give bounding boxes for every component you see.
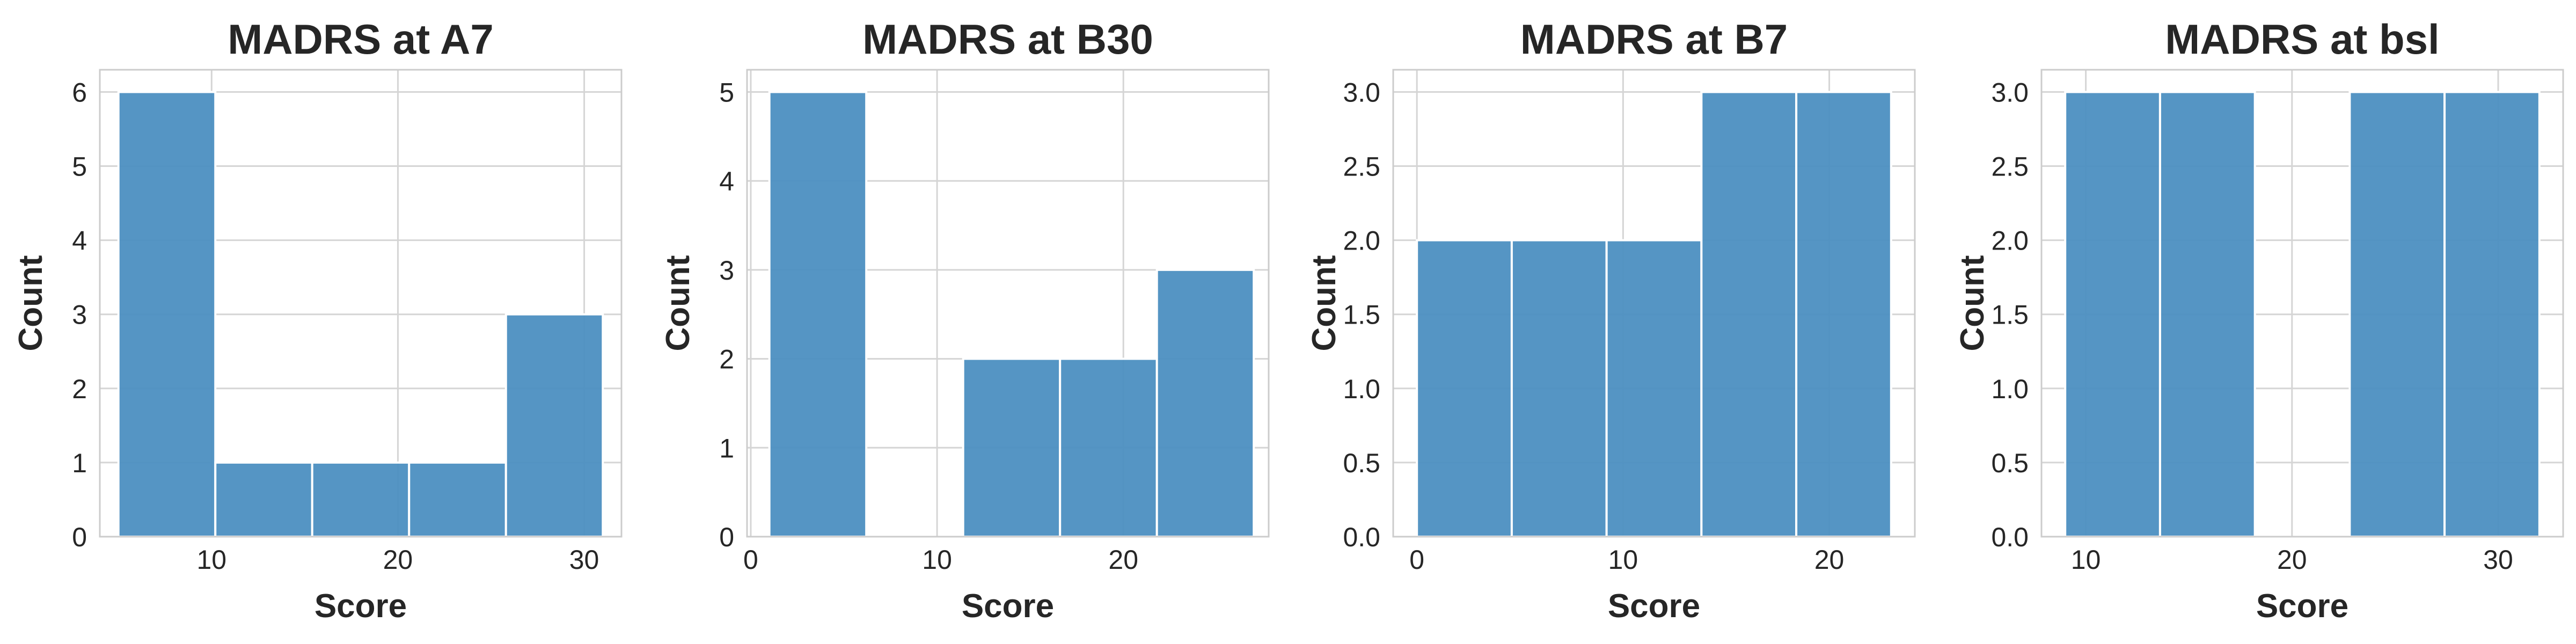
charts-4-y-tick-label: 3.0 [1991,77,2029,107]
charts-3-title: MADRS at B7 [1520,16,1788,63]
charts-1-y-tick-label: 0 [72,522,87,552]
charts-3-y-tick-label: 1.5 [1343,300,1380,330]
chart-panel-1: 10 20 30 0 1 2 3 4 5 6 MADRS at A7 Score Count [12,16,623,625]
charts-4-x-tick-label: 30 [2483,545,2513,575]
charts-4-y-tick-label: 0.5 [1991,448,2029,478]
charts-1-y-axis-label: Count [12,255,49,351]
charts-3-x-tick-label: 20 [1814,545,1845,575]
charts-3-y-axis-label: Count [1306,255,1343,351]
charts-1-bar-3 [311,461,411,538]
charts-2-x-axis-label: Score [962,588,1054,625]
charts-4-y-tick-label: 1.5 [1991,300,2029,330]
charts-1-x-tick-label: 30 [569,545,599,575]
charts-1-bar-1 [117,91,217,538]
charts-1-bar-5 [504,313,604,538]
charts-2-y-tick-label: 1 [719,433,734,463]
charts-4-bar-4 [2348,91,2446,538]
charts-2-x-tick-label: 0 [743,545,758,575]
charts-4-bar-5 [2443,91,2541,538]
charts-3-y-tick-label: 2.5 [1343,152,1380,182]
plot-frame [1392,69,1916,538]
charts-4-title: MADRS at bsl [2165,16,2439,63]
charts-1-bar-2 [214,461,313,538]
charts-2-y-tick-label: 5 [719,77,734,107]
charts-1-y-tick-label: 1 [72,448,87,478]
charts-2-bar-4 [1059,357,1158,538]
charts-4-y-tick-label: 1.0 [1991,374,2029,404]
charts-3-y-tick-label: 1.0 [1343,374,1380,404]
charts-2-bar-5 [1155,268,1255,538]
charts-2-y-tick-label: 4 [719,166,734,196]
charts-1-bar-4 [408,461,507,538]
chart-panel-2: 0 10 20 0 1 2 3 4 5 MADRS at B30 Score Count [660,16,1270,625]
charts-3-bar-1 [1416,239,1513,538]
charts-2-title: MADRS at B30 [862,16,1153,63]
charts-2-bar-3 [962,357,1062,538]
charts-3-y-tick-label: 2.0 [1343,226,1380,256]
charts-3-bar-5 [1795,91,1892,538]
charts-3-y-tick-label: 3.0 [1343,77,1380,107]
charts-1-y-tick-label: 3 [72,300,87,330]
plot-frame [2040,69,2564,538]
charts-1-x-axis-label: Score [314,588,407,625]
charts-2-x-tick-label: 10 [922,545,952,575]
charts-2-x-tick-label: 20 [1108,545,1138,575]
plot-frame [746,69,1270,538]
charts-4-y-tick-label: 2.0 [1991,226,2029,256]
charts-4-y-tick-label: 2.5 [1991,152,2029,182]
charts-1-y-tick-label: 6 [72,77,87,107]
charts-1-title: MADRS at A7 [228,16,494,63]
charts-2-y-axis-label: Count [660,255,697,351]
charts-3-y-tick-label: 0.0 [1343,522,1380,552]
charts-3-y-tick-label: 0.5 [1343,448,1380,478]
charts-4-bar-2 [2158,91,2256,538]
plot-frame [99,69,623,538]
charts-2-y-tick-label: 0 [719,522,734,552]
charts-3-x-tick-label: 10 [1608,545,1638,575]
charts-1-x-tick-label: 20 [383,545,413,575]
charts-1-y-tick-label: 5 [72,152,87,182]
charts-4-x-axis-label: Score [2256,588,2348,625]
charts-4-y-tick-label: 0.0 [1991,522,2029,552]
charts-2-y-tick-label: 2 [719,345,734,375]
chart-panel-4: 10 20 30 0.0 0.5 1.0 1.5 2.0 2.5 3.0 MADRS at bsl S… [1954,16,2564,625]
charts-2-y-tick-label: 3 [719,255,734,286]
chart-panel-3: 0 10 20 0.0 0.5 1.0 1.5 2.0 2.5 3.0 MADRS at B7 Sco… [1306,16,1916,625]
charts-4-bar-1 [2064,91,2161,538]
charts-4-x-tick-label: 20 [2277,545,2307,575]
charts-4-x-tick-label: 10 [2071,545,2101,575]
charts-4-y-axis-label: Count [1954,255,1991,351]
charts-3-x-axis-label: Score [1608,588,1700,625]
charts-3-bar-2 [1510,239,1608,538]
charts-1-x-tick-label: 10 [196,545,226,575]
charts-1-y-tick-label: 4 [72,226,87,256]
charts-3-bar-4 [1700,91,1798,538]
charts-3-x-tick-label: 0 [1409,545,1424,575]
charts-2-bar-1 [768,91,868,538]
charts-3-bar-3 [1605,239,1703,538]
charts-1-y-tick-label: 2 [72,374,87,404]
